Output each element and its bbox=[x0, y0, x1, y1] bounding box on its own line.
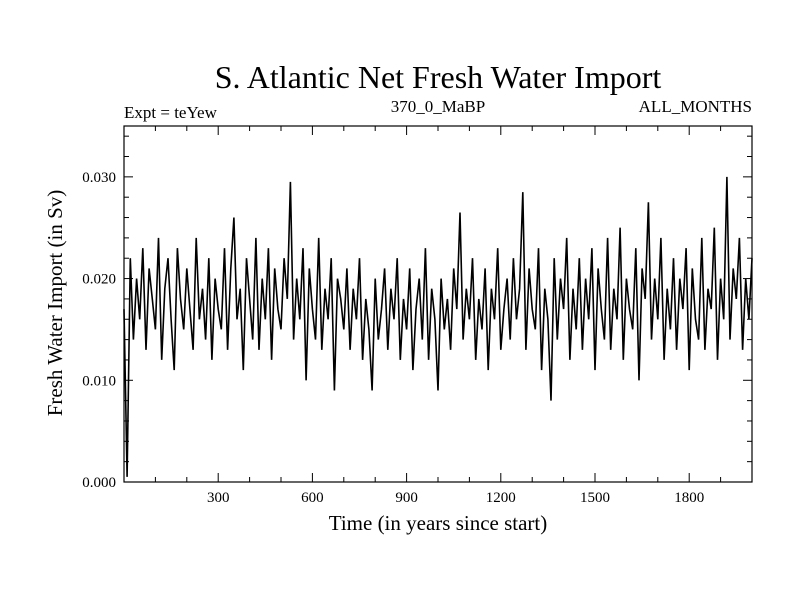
y-tick-label: 0.020 bbox=[82, 272, 116, 288]
chart-title: S. Atlantic Net Fresh Water Import bbox=[215, 59, 662, 95]
subtitle-center: 370_0_MaBP bbox=[391, 97, 485, 116]
x-tick-label: 1800 bbox=[674, 490, 704, 506]
y-tick-label: 0.010 bbox=[82, 373, 116, 389]
series-line-0 bbox=[123, 176, 753, 477]
x-tick-label: 600 bbox=[301, 490, 324, 506]
subtitle-left: Expt = teYew bbox=[124, 103, 218, 122]
plot-area: 300 600 900 1200 1500 1800 0.000 0.010 0.020 0.03… bbox=[82, 125, 753, 506]
y-axis-label: Fresh Water Import (in Sv) bbox=[43, 190, 67, 417]
x-tick-label: 300 bbox=[207, 490, 230, 506]
x-tick-label: 900 bbox=[395, 490, 418, 506]
y-tick-label: 0.000 bbox=[82, 475, 116, 491]
subtitle-right: ALL_MONTHS bbox=[639, 97, 752, 116]
x-tick-label: 1500 bbox=[580, 490, 610, 506]
y-tick-label: 0.030 bbox=[82, 170, 116, 186]
x-tick-label: 1200 bbox=[486, 490, 516, 506]
x-axis-label: Time (in years since start) bbox=[329, 511, 548, 535]
